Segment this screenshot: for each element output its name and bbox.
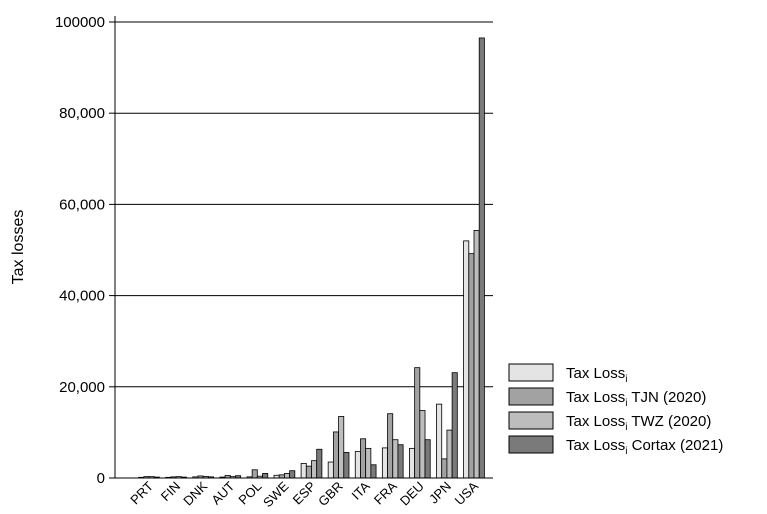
category-label: AUT (208, 478, 237, 507)
bar-deu-series-2 (414, 367, 421, 479)
bar-swe-series-3 (284, 473, 291, 479)
bar-pol-series-4 (262, 473, 269, 479)
category-label: POL (235, 479, 264, 508)
bar-esp-series-1 (300, 463, 307, 479)
bar-gbr-series-4 (343, 452, 350, 479)
legend-subscript: i (625, 446, 627, 457)
y-tick-label: 100000 (55, 14, 105, 31)
bar-deu-series-3 (419, 410, 426, 479)
category-label: ITA (349, 478, 373, 502)
bar-esp-series-3 (311, 460, 318, 479)
bar-ita-series-1 (354, 451, 361, 479)
category-label: SWE (260, 478, 292, 510)
y-tick-label: 80,000 (59, 105, 105, 122)
bar-fra-series-4 (397, 444, 404, 479)
y-tick-label: 0 (97, 470, 105, 487)
bar-deu-series-1 (409, 447, 416, 479)
bar-fra-series-2 (387, 413, 394, 479)
bar-esp-series-2 (305, 465, 312, 479)
bar-gbr-series-2 (332, 431, 339, 479)
category-label: FRA (371, 478, 400, 507)
bar-usa-series-2 (468, 253, 475, 479)
bar-ita-series-4 (370, 464, 377, 479)
legend-name: Tax Loss (566, 389, 625, 406)
bar-jpn-series-3 (446, 429, 453, 479)
legend-swatch (508, 387, 554, 406)
category-label: GBR (315, 479, 346, 510)
bar-jpn-series-2 (441, 458, 448, 479)
category-label: USA (452, 478, 482, 508)
bar-usa-series-1 (463, 240, 470, 479)
bar-deu-series-4 (424, 439, 431, 479)
legend-swatch (508, 411, 554, 430)
category-label: PRT (127, 478, 156, 507)
legend-suffix: TWZ (2020) (627, 413, 711, 430)
bar-gbr-series-3 (338, 416, 345, 479)
bar-jpn-series-4 (451, 372, 458, 479)
y-tick-label: 40,000 (59, 288, 105, 305)
bar-usa-series-4 (478, 37, 485, 479)
legend-suffix: Cortax (2021) (627, 437, 723, 454)
legend-name: Tax Loss (566, 365, 625, 382)
bar-gbr-series-1 (327, 461, 334, 479)
bar-fra-series-1 (381, 447, 388, 479)
legend-name: Tax Loss (566, 437, 625, 454)
category-label: DNK (180, 478, 210, 508)
legend-subscript: i (625, 398, 627, 409)
category-label: DEU (397, 479, 427, 509)
legend-subscript: i (625, 422, 627, 433)
category-label: ESP (290, 479, 319, 508)
legend-entry: Tax Lossi TJN (2020) (566, 389, 706, 409)
legend-entry: Tax Lossi (566, 365, 627, 385)
legend-swatch (508, 363, 554, 382)
y-tick-label: 60,000 (59, 196, 105, 213)
bar-usa-series-3 (473, 229, 480, 479)
bar-swe-series-4 (289, 470, 296, 479)
legend-name: Tax Loss (566, 413, 625, 430)
legend-subscript: i (625, 374, 627, 385)
bar-ita-series-3 (365, 447, 372, 479)
legend-entry: Tax Lossi TWZ (2020) (566, 413, 711, 433)
legend-suffix: TJN (2020) (627, 389, 706, 406)
y-tick-label: 20,000 (59, 379, 105, 396)
bar-fra-series-3 (392, 439, 399, 479)
axes (114, 16, 493, 479)
y-tick-labels: 0 20,000 40,000 60,000 80,000 100000 (55, 14, 115, 487)
bar-ita-series-2 (360, 438, 367, 479)
y-axis-title: Tax losses (10, 210, 27, 285)
bars (138, 37, 485, 479)
legend-entry: Tax Lossi Cortax (2021) (566, 437, 723, 457)
gridlines (115, 21, 493, 388)
legend-swatch (508, 435, 554, 454)
category-label: FIN (158, 479, 183, 504)
bar-pol-series-2 (251, 469, 258, 479)
category-label: JPN (426, 479, 454, 507)
bar-esp-series-4 (316, 448, 323, 479)
bar-jpn-series-1 (436, 403, 443, 479)
